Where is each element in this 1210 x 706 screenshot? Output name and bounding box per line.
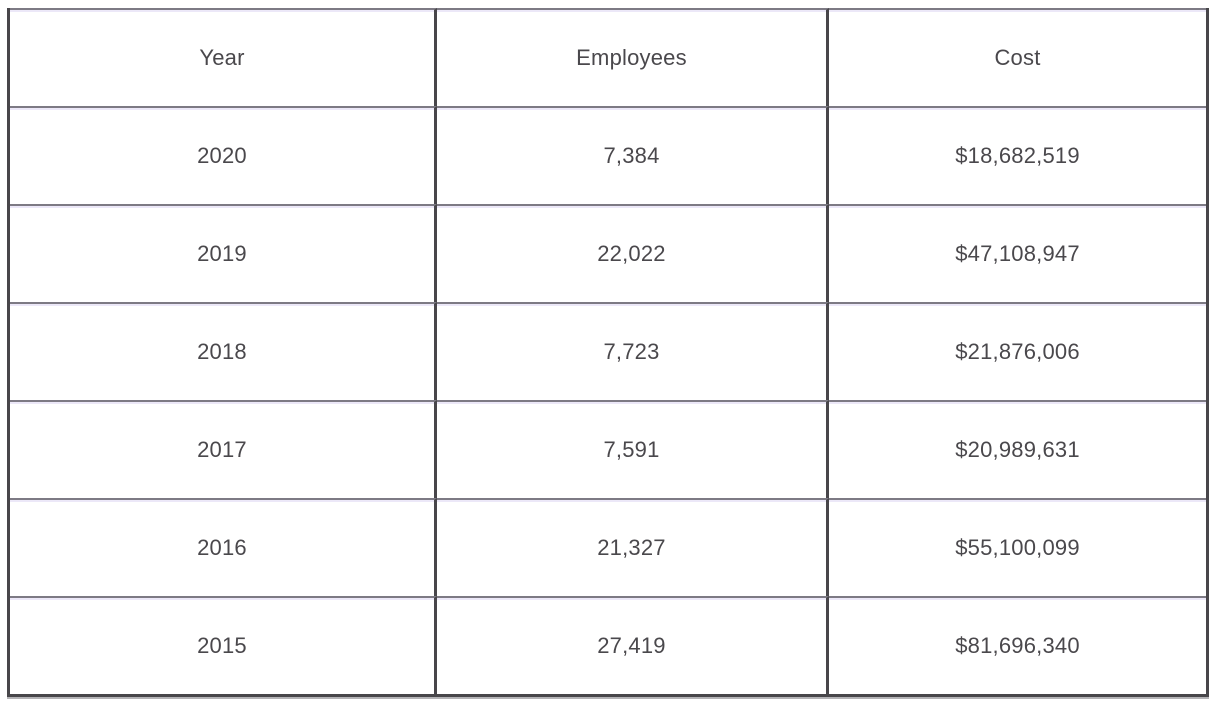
- cell-employees: 7,591: [437, 400, 829, 498]
- column-header-year: Year: [10, 8, 437, 106]
- cell-year: 2020: [10, 106, 437, 204]
- cell-employees: 27,419: [437, 596, 829, 694]
- cell-employees: 22,022: [437, 204, 829, 302]
- table-row: 2016 21,327 $55,100,099: [10, 498, 1206, 596]
- table-row: 2019 22,022 $47,108,947: [10, 204, 1206, 302]
- cell-cost: $55,100,099: [829, 498, 1206, 596]
- column-header-cost: Cost: [829, 8, 1206, 106]
- table-row: 2018 7,723 $21,876,006: [10, 302, 1206, 400]
- cell-year: 2017: [10, 400, 437, 498]
- cell-employees: 21,327: [437, 498, 829, 596]
- table-row: 2020 7,384 $18,682,519: [10, 106, 1206, 204]
- table-row: 2015 27,419 $81,696,340: [10, 596, 1206, 694]
- cell-cost: $18,682,519: [829, 106, 1206, 204]
- cell-cost: $81,696,340: [829, 596, 1206, 694]
- cell-year: 2016: [10, 498, 437, 596]
- cell-year: 2019: [10, 204, 437, 302]
- cell-year: 2018: [10, 302, 437, 400]
- data-table: Year Employees Cost 2020 7,384 $18,682,5…: [7, 8, 1209, 697]
- column-header-employees: Employees: [437, 8, 829, 106]
- header-row: Year Employees Cost: [10, 8, 1206, 106]
- cell-year: 2015: [10, 596, 437, 694]
- cell-cost: $47,108,947: [829, 204, 1206, 302]
- cell-employees: 7,723: [437, 302, 829, 400]
- table-container: Year Employees Cost 2020 7,384 $18,682,5…: [7, 8, 1209, 697]
- cell-cost: $20,989,631: [829, 400, 1206, 498]
- cell-employees: 7,384: [437, 106, 829, 204]
- cell-cost: $21,876,006: [829, 302, 1206, 400]
- table-row: 2017 7,591 $20,989,631: [10, 400, 1206, 498]
